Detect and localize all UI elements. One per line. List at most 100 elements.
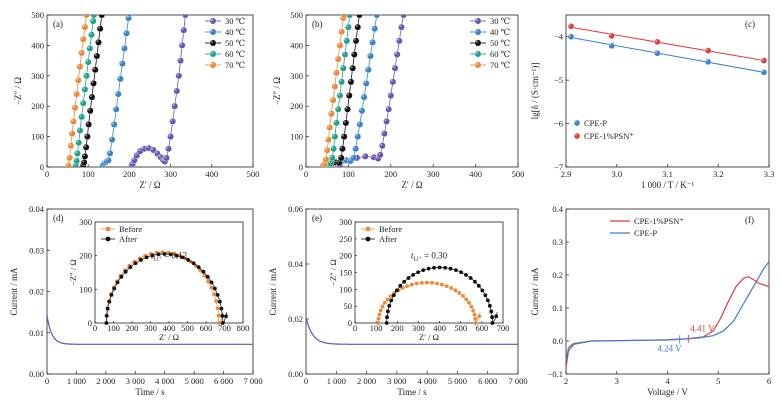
point-highlight — [330, 97, 334, 101]
point-highlight — [132, 158, 135, 161]
data-point — [362, 80, 370, 87]
panel-label: (d) — [53, 213, 64, 223]
arc-point — [215, 293, 220, 297]
data-point — [76, 63, 84, 71]
data-point — [376, 151, 384, 159]
arc-point — [421, 268, 426, 273]
arc-point — [416, 270, 420, 275]
legend-marker — [209, 28, 217, 36]
series-line — [565, 275, 770, 368]
data-point — [126, 15, 133, 17]
arc-point — [394, 288, 399, 293]
data-point — [344, 105, 351, 113]
data-point — [331, 133, 339, 141]
data-point — [90, 80, 97, 87]
arc-point — [202, 273, 207, 278]
data-point — [338, 78, 346, 86]
point-highlight — [359, 108, 362, 111]
x-tick-label: 4 000 — [418, 376, 437, 386]
point-highlight — [146, 145, 149, 149]
arc-point — [144, 255, 149, 260]
x-axis-label: 1 000 / T / K⁻¹ — [641, 180, 695, 190]
point-highlight — [79, 50, 82, 53]
arc-point — [133, 261, 138, 266]
point-highlight — [332, 84, 335, 87]
point-highlight — [366, 67, 369, 70]
point-highlight — [172, 103, 175, 107]
arc-line — [105, 251, 224, 325]
y-tick-label: 0.03 — [29, 245, 44, 255]
x-tick-label: 7 000 — [243, 376, 262, 386]
legend-label: 40 ℃ — [225, 27, 245, 37]
legend-label: 60 ℃ — [490, 49, 510, 59]
x-tick-label: 3 — [615, 376, 619, 386]
legend-marker — [474, 28, 482, 36]
transference-symbol: t — [411, 250, 414, 260]
plot-frame — [46, 208, 254, 375]
point-highlight — [384, 119, 387, 122]
arc-line — [386, 267, 498, 325]
data-point — [343, 37, 351, 45]
x-tick-label: 300 — [164, 169, 177, 179]
data-point — [360, 93, 368, 101]
x-tick-label: 5 — [716, 376, 720, 386]
point-highlight — [168, 134, 171, 137]
data-point — [393, 51, 401, 58]
point-highlight — [85, 59, 89, 63]
arc-point — [430, 280, 434, 285]
arc-point — [104, 313, 109, 318]
arc-point — [485, 298, 490, 303]
arc-point — [391, 293, 396, 298]
data-point — [342, 119, 350, 127]
point-highlight — [85, 134, 88, 137]
point-highlight — [348, 158, 351, 161]
y-tick-label: 0 — [88, 318, 92, 328]
legend-label: CPE-1%PSN⁺ — [584, 131, 634, 141]
arc-point — [205, 274, 210, 279]
data-point — [400, 15, 407, 19]
legend-label: CPE-P — [584, 118, 607, 128]
legend-marker — [365, 236, 371, 242]
legend-marker — [573, 119, 581, 127]
transference-number: tLi⁺ = 0.12 — [151, 250, 187, 262]
point-highlight — [97, 26, 101, 29]
data-point — [89, 17, 97, 25]
data-point — [567, 33, 575, 40]
point-highlight — [334, 70, 337, 73]
point-highlight — [574, 120, 577, 123]
y-axis-label: −Z″ / Ω — [328, 259, 338, 285]
y-axis-label: Current / mA — [9, 267, 19, 315]
data-point — [330, 145, 337, 153]
point-highlight — [329, 111, 332, 114]
point-highlight — [609, 43, 612, 46]
point-highlight — [86, 122, 89, 125]
data-point — [173, 87, 181, 95]
data-point — [354, 23, 362, 31]
x-tick-label: 6 000 — [478, 376, 497, 386]
arc-point — [384, 321, 389, 325]
arc-point — [409, 282, 414, 287]
x-tick-label: 3.1 — [662, 169, 673, 179]
y-axis-label: −Z″ / Ω — [68, 259, 78, 285]
data-point — [67, 142, 75, 150]
x-tick-label: 300 — [144, 323, 157, 333]
point-highlight — [89, 94, 92, 98]
data-point — [177, 57, 184, 64]
x-tick-label: 0 — [45, 169, 49, 179]
y-tick-label: 100 — [339, 284, 352, 294]
point-highlight — [355, 24, 358, 28]
data-point — [93, 52, 101, 60]
data-point — [387, 92, 395, 99]
point-highlight — [609, 33, 612, 36]
arc-point — [480, 288, 485, 293]
series-group — [65, 15, 189, 167]
point-highlight — [568, 24, 572, 27]
arc-point — [380, 304, 385, 309]
data-point — [340, 15, 348, 19]
x-tick-label: 5 000 — [185, 376, 204, 386]
point-highlight — [346, 24, 349, 28]
legend-marker — [365, 226, 371, 232]
point-highlight — [352, 52, 355, 55]
arc-point — [174, 253, 179, 258]
